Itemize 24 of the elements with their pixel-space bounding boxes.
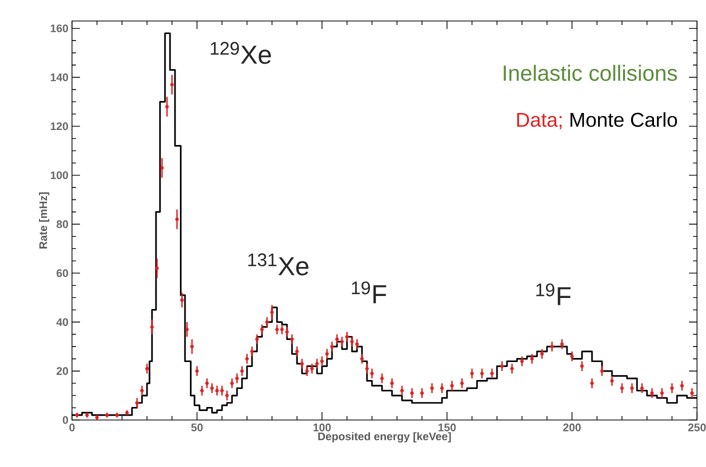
y-tick-label: 40 <box>56 318 68 326</box>
y-tick-label: 140 <box>50 73 68 82</box>
annotation: $^{19}$F <box>352 281 386 304</box>
y-tick-label: 100 <box>50 171 68 180</box>
legend-label: Monte Carlo <box>570 112 677 127</box>
x-tick-label: 200 <box>563 424 581 432</box>
y-tick-label: 60 <box>56 269 68 278</box>
x-axis-title: Deposited energy [keVee] <box>318 432 451 442</box>
annotation: $^{19}$F <box>536 283 571 306</box>
y-tick-label: 160 <box>50 24 68 32</box>
y-tick-label: 20 <box>56 367 68 375</box>
x-tick-label: 250 <box>688 424 706 432</box>
y-tick-label: 80 <box>56 220 68 228</box>
x-tick-label: 150 <box>438 424 456 432</box>
y-tick-label: 0 <box>62 416 68 424</box>
x-tick-label: 100 <box>314 424 331 432</box>
text: Data; <box>517 112 562 130</box>
annotation: $^{131}$Xe <box>248 253 308 276</box>
annotation: $^{129}$Xe <box>210 42 271 64</box>
x-tick-label: 0 <box>69 424 75 432</box>
y-axis-title: Rate [mHz] <box>39 192 50 248</box>
x-tick-label: 50 <box>191 424 203 432</box>
text: Inelastic collisions <box>504 64 678 81</box>
y-tick-label: 120 <box>50 122 68 130</box>
